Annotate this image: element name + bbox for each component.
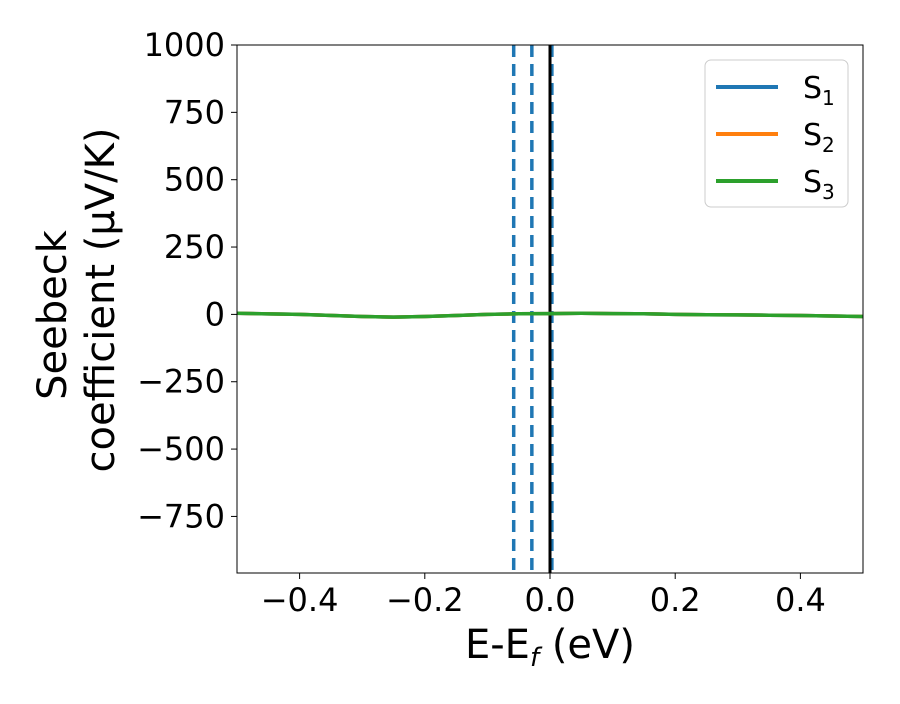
y-tick-label: −750	[137, 497, 225, 535]
y-tick-label: −500	[137, 430, 225, 468]
series-line-s3	[237, 311, 863, 319]
legend-label-s2: S2	[803, 118, 835, 157]
x-axis-label-main: E-E	[465, 622, 530, 668]
x-axis-label-unit: (eV)	[539, 622, 635, 668]
y-tick-label: 500	[164, 161, 225, 199]
y-axis-label: Seebeck coefficient (μV/K)	[30, 128, 124, 473]
y-tick-label: 750	[164, 93, 225, 131]
x-tick-label: 0.0	[525, 581, 576, 619]
y-tick-label: 0	[205, 295, 225, 333]
y-tick-label: 250	[164, 228, 225, 266]
legend: S1 S2 S3	[704, 59, 849, 208]
x-tick-label: −0.4	[261, 581, 339, 619]
x-tick-label: −0.2	[386, 581, 464, 619]
legend-label-s1: S1	[803, 71, 835, 110]
x-tick-label: 0.2	[650, 581, 701, 619]
y-axis-label-line1: Seebeck	[30, 229, 76, 400]
y-tick-label: −250	[137, 363, 225, 401]
legend-label-s3: S3	[803, 165, 835, 204]
y-tick-label: 1000	[144, 26, 225, 64]
x-axis-label: E-Ef (eV)	[465, 622, 635, 673]
y-axis-label-line2: coefficient (μV/K)	[78, 128, 124, 473]
x-tick-label: 0.4	[775, 581, 826, 619]
